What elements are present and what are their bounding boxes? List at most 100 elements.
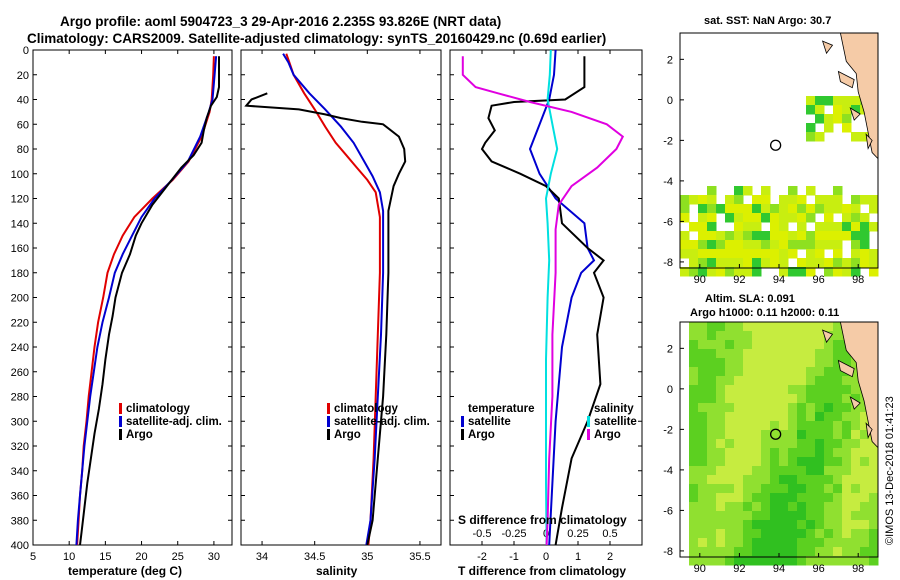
map-cell [761, 430, 771, 440]
imos-stamp: ©IMOS 13-Dec-2018 01:41:23 [884, 396, 896, 545]
map-cell [815, 439, 825, 449]
legend-swatch [461, 429, 464, 440]
map-cell [833, 439, 843, 449]
map-cell [842, 105, 852, 115]
y-tick-label: 320 [11, 441, 29, 453]
map-cell [770, 331, 780, 341]
map-cell [788, 394, 798, 404]
map-cell [860, 538, 870, 548]
map-cell [716, 466, 726, 476]
map-cell [698, 493, 708, 503]
map-cell [707, 231, 717, 241]
map-cell [824, 358, 834, 368]
map-cell [851, 511, 861, 521]
map-cell [842, 412, 852, 422]
map-cell [842, 466, 852, 476]
map-cell [815, 349, 825, 359]
land-island [849, 107, 861, 121]
map-cell [815, 240, 825, 250]
map-cell [860, 222, 870, 232]
map-cell [869, 493, 879, 503]
map-cell [797, 376, 807, 386]
map-cell [806, 258, 816, 268]
map-cell [716, 258, 726, 268]
map-cell [860, 403, 870, 413]
map-cell [743, 538, 753, 548]
map-cell [824, 484, 834, 494]
map-cell [815, 358, 825, 368]
map-cell [797, 511, 807, 521]
map-cell [779, 457, 789, 467]
map-cell [833, 493, 843, 503]
map-cell [806, 484, 816, 494]
map-cell [743, 249, 753, 259]
map-cell [743, 204, 753, 214]
map-cell [752, 249, 762, 259]
map-cell [842, 231, 852, 241]
map-cell [824, 213, 834, 223]
map-cell [842, 385, 852, 395]
title-line-1: Argo profile: aoml 5904723_3 29-Apr-2016… [60, 14, 501, 29]
legend-temperature-title: temperature [468, 403, 534, 415]
legend-swatch [327, 429, 330, 440]
map-cell [698, 385, 708, 395]
map-cell [824, 439, 834, 449]
land-island [837, 70, 855, 89]
map-cell [806, 403, 816, 413]
map-cell [734, 421, 744, 431]
map-cell [788, 349, 798, 359]
map-cell [716, 502, 726, 512]
map-cell [815, 195, 825, 205]
map-cell [779, 511, 789, 521]
map-cell [734, 231, 744, 241]
map-cell [707, 457, 717, 467]
map-cell [761, 258, 771, 268]
map-cell [761, 511, 771, 521]
map-cell [806, 421, 816, 431]
map-cell [860, 457, 870, 467]
map-cell [842, 213, 852, 223]
map-cell [797, 222, 807, 232]
map-cell [698, 349, 708, 359]
map-cell [869, 538, 879, 548]
map-cell [851, 231, 861, 241]
map-cell [689, 547, 699, 557]
map-cell [716, 520, 726, 530]
map-cell [788, 511, 798, 521]
map-cell [824, 322, 834, 332]
map-cell [824, 403, 834, 413]
map-cell [752, 520, 762, 530]
map-cell [707, 448, 717, 458]
y-tick-label: 400 [11, 540, 29, 552]
map-cell [824, 349, 834, 359]
map-cell [698, 240, 708, 250]
map-cell [815, 367, 825, 377]
map-cell [833, 547, 843, 557]
map-cell [842, 222, 852, 232]
map-cell [689, 511, 699, 521]
x-tick-label: 25 [172, 551, 184, 563]
map-cell [851, 249, 861, 259]
map-cell [842, 349, 852, 359]
map-cell [779, 195, 789, 205]
map-cell [752, 385, 762, 395]
map-cell [842, 529, 852, 539]
map-cell [689, 457, 699, 467]
map-cell [788, 204, 798, 214]
x-tick-label: 34 [256, 551, 268, 563]
map-cell [698, 448, 708, 458]
map-cell [833, 186, 843, 196]
map-cell [851, 421, 861, 431]
map-cell [779, 258, 789, 268]
x-tick-label: 20 [135, 551, 147, 563]
map-cell [869, 484, 879, 494]
map-cell [851, 502, 861, 512]
map-cell [797, 358, 807, 368]
map-cell [779, 340, 789, 350]
map-cell [707, 349, 717, 359]
map-cell [842, 448, 852, 458]
map-cell [860, 466, 870, 476]
map-cell [851, 358, 861, 368]
map-cell [743, 547, 753, 557]
